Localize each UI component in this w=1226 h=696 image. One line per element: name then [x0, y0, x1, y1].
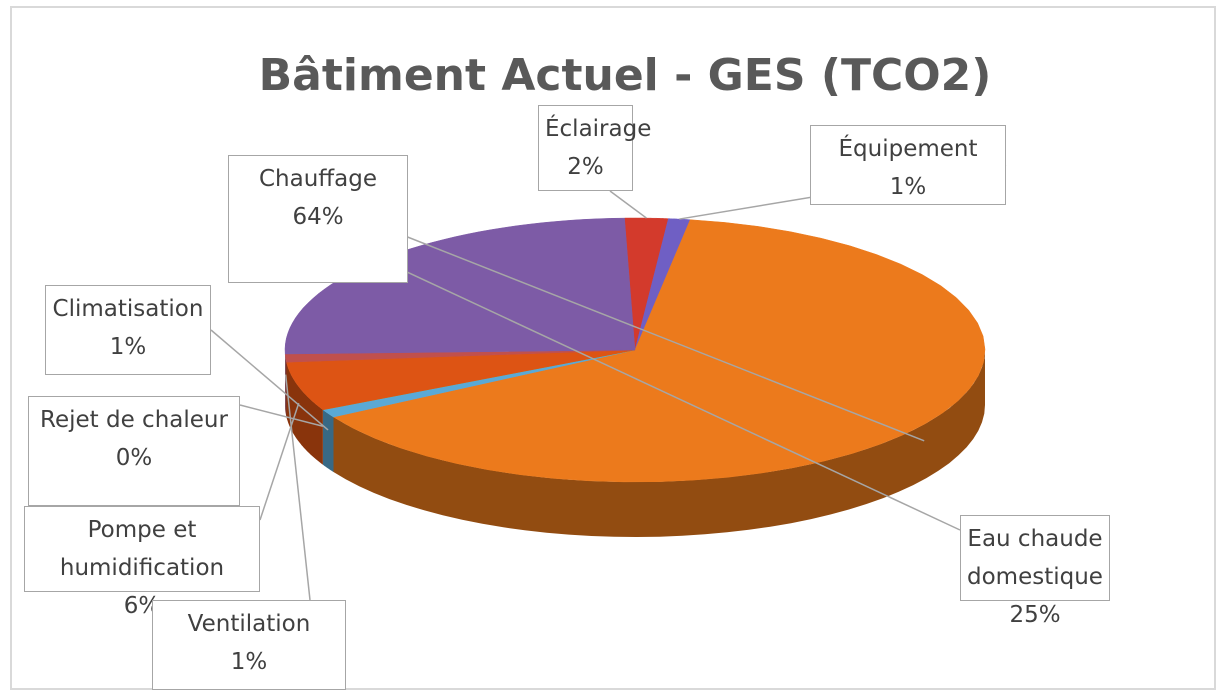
label-category: Rejet de chaleur	[40, 407, 228, 433]
leader-line	[404, 235, 925, 442]
chart-frame	[10, 6, 1216, 690]
data-label: Éclairage 2%	[538, 105, 651, 191]
pie-slice	[624, 217, 669, 351]
label-category: Éclairage	[545, 116, 652, 142]
label-value: 64%	[292, 204, 344, 230]
label-value: 2%	[567, 154, 604, 180]
label-category: Eau chaude domestique	[967, 526, 1103, 590]
leader-line	[609, 190, 647, 219]
leader-line	[239, 404, 324, 427]
data-label: Rejet de chaleur 0%	[28, 396, 240, 506]
data-label: Chauffage 64%	[228, 155, 408, 283]
pie-slice	[286, 349, 636, 411]
leader-line	[284, 374, 311, 601]
label-category: Équipement	[838, 136, 978, 162]
pie-slice-side	[322, 409, 334, 472]
data-label: Climatisation 1%	[45, 285, 211, 375]
label-category: Pompe et humidification	[59, 517, 225, 581]
label-category: Climatisation	[52, 296, 204, 322]
pie-slice-side	[333, 350, 985, 537]
label-value: 1%	[109, 334, 147, 360]
data-label: Équipement 1%	[810, 125, 1006, 205]
leader-line	[379, 258, 961, 531]
label-value: 0%	[115, 445, 153, 471]
data-label: Pompe et humidification 6%	[24, 506, 260, 619]
pie-slice	[332, 219, 986, 483]
label-value: 1%	[230, 649, 268, 675]
chart-title: Bâtiment Actuel - GES (TCO2)	[259, 50, 992, 101]
label-value: 25%	[1009, 602, 1061, 628]
pie-slice	[321, 349, 636, 418]
pie-slice-side	[285, 354, 287, 418]
data-label: Ventilation 1%	[152, 600, 346, 690]
pie-slice-side	[286, 362, 323, 465]
leader-line	[259, 402, 300, 521]
leader-line	[210, 329, 329, 431]
label-value: 1%	[889, 174, 927, 200]
data-label: Eau chaude domestique 25%	[960, 515, 1110, 628]
label-category: Chauffage	[259, 166, 377, 192]
label-category: Ventilation	[187, 611, 311, 637]
